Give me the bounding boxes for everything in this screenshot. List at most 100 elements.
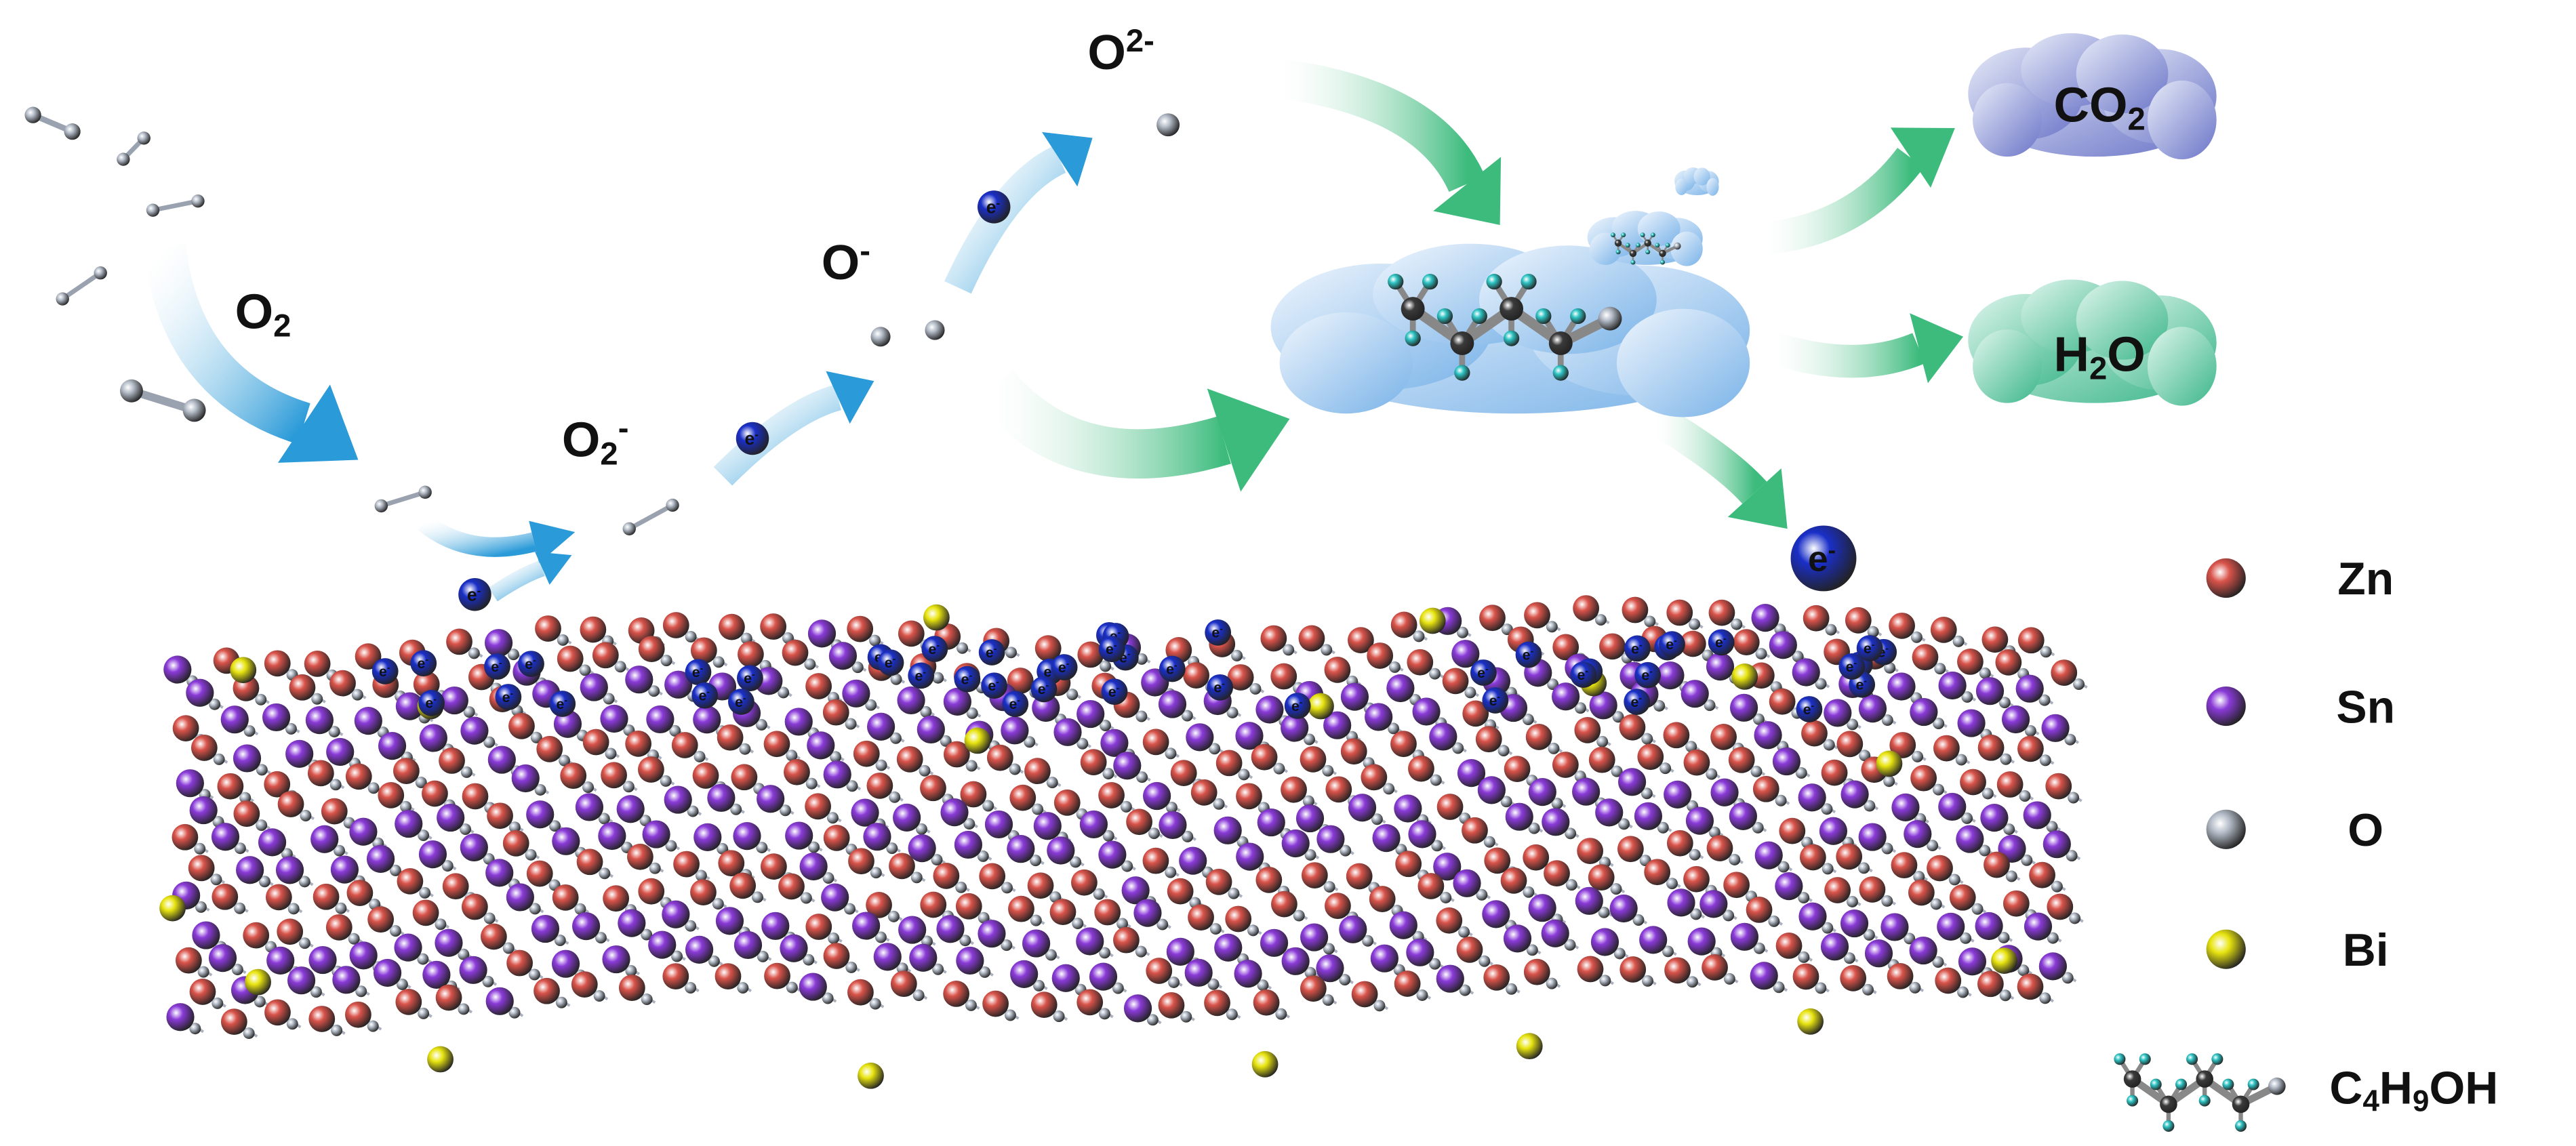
- o-atom: [978, 912, 990, 924]
- o2-minus-label-part: 2: [600, 436, 618, 472]
- electron: [1790, 525, 1857, 592]
- o-atom: [1522, 714, 1534, 726]
- o-atom: [1704, 699, 1716, 712]
- atom: [1098, 782, 1125, 809]
- atom: [1754, 721, 1782, 750]
- electron-label-part: e: [502, 689, 510, 705]
- o-atom: [1323, 881, 1335, 893]
- o-atom: [1644, 615, 1656, 628]
- atom: [1010, 960, 1039, 988]
- o-atom: [1565, 879, 1577, 891]
- o-atom: [243, 1027, 255, 1040]
- o-atom: [966, 707, 978, 719]
- atom: [1034, 635, 1062, 662]
- o-atom: [826, 812, 839, 824]
- electron-label: e-: [988, 676, 999, 694]
- h-atom: [2162, 1120, 2175, 1132]
- o-atom: [1045, 949, 1057, 961]
- o-atom: [1112, 982, 1124, 994]
- o-atom: [468, 647, 480, 659]
- o-atom: [1459, 984, 1471, 996]
- atom: [395, 692, 424, 720]
- electron-label-part: -: [564, 695, 567, 705]
- atom: [1340, 682, 1369, 711]
- o-atom: [804, 658, 816, 670]
- atom: [1957, 709, 1986, 737]
- atom: [1255, 866, 1283, 893]
- electron-label-part: -: [700, 663, 704, 674]
- bi-atom: [245, 968, 271, 996]
- atom: [908, 834, 936, 863]
- o-atom: [328, 726, 340, 738]
- atom: [355, 643, 382, 670]
- o-atom: [1612, 711, 1624, 723]
- electron-label-part: e: [418, 655, 426, 672]
- o-atom: [458, 1003, 470, 1015]
- atom: [307, 760, 334, 787]
- h-atom: [1640, 232, 1645, 238]
- o-atom: [910, 872, 923, 884]
- electron-label-part: -: [1585, 666, 1588, 676]
- atom: [217, 773, 244, 800]
- legend-label-part: C: [2329, 1063, 2362, 1113]
- o-atom: [1440, 891, 1452, 903]
- electron-label-part: e: [1211, 625, 1220, 641]
- o-atom: [1302, 795, 1314, 807]
- atom: [1706, 653, 1735, 681]
- electron: [1051, 654, 1078, 681]
- legend-label-part: O: [2348, 805, 2383, 856]
- o-atom: [886, 842, 898, 855]
- atom: [536, 735, 563, 762]
- atom: [602, 945, 630, 974]
- atom: [394, 933, 422, 962]
- atom: [1687, 927, 1716, 956]
- o-atom: [335, 902, 347, 914]
- h2o-label-part: 2: [2089, 350, 2107, 386]
- o-atom: [1961, 691, 1973, 703]
- o-atom: [874, 931, 887, 943]
- atom: [1908, 879, 1935, 906]
- atom: [329, 670, 356, 697]
- o-atom: [708, 955, 720, 967]
- gas-atom: [622, 522, 636, 536]
- electron-label-part: e: [735, 694, 743, 710]
- o-atom: [1099, 947, 1111, 959]
- o-atom: [1100, 720, 1111, 732]
- atom: [186, 678, 214, 707]
- o-atom: [1884, 661, 1896, 674]
- h-atom: [2127, 1094, 2139, 1107]
- o-atom: [1257, 979, 1269, 991]
- atom: [600, 704, 628, 733]
- o-atom: [482, 975, 494, 987]
- bi-atom: [1308, 693, 1334, 720]
- atom: [1339, 915, 1367, 943]
- o-atom: [595, 932, 607, 944]
- atom: [1664, 957, 1691, 984]
- electron: [977, 190, 1011, 224]
- electron-label: e-: [1630, 693, 1642, 710]
- o-atom: [1657, 821, 1669, 834]
- o-atom: [331, 1024, 343, 1036]
- electron-label: e-: [986, 196, 1001, 217]
- atom: [1889, 732, 1916, 758]
- o-atom: [1120, 800, 1132, 813]
- arrow-shaft: [975, 369, 1231, 479]
- legend-label-part: 4: [2362, 1084, 2379, 1118]
- atom: [1644, 859, 1671, 886]
- atom: [1183, 662, 1209, 689]
- atom: [1702, 954, 1728, 981]
- atom: [1733, 629, 1760, 656]
- atom: [780, 934, 808, 962]
- electron: [736, 665, 763, 692]
- atom: [1590, 928, 1619, 956]
- o-atom: [869, 998, 881, 1010]
- atom: [419, 724, 447, 752]
- atom: [1729, 693, 1758, 722]
- atom: [807, 731, 835, 760]
- atom: [1746, 897, 1773, 923]
- atom: [446, 628, 472, 655]
- o-atom: [310, 986, 322, 998]
- bi-atom: [1419, 607, 1446, 634]
- atom: [1301, 862, 1328, 888]
- electron-label: e-: [1058, 658, 1070, 676]
